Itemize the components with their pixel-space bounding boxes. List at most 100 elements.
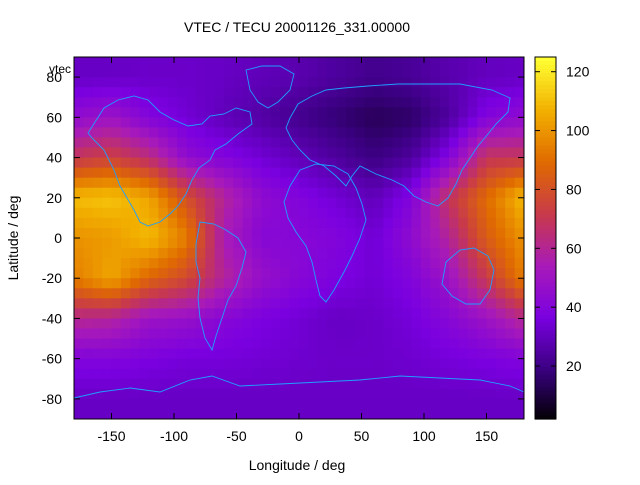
heatmap-cell [224,268,234,279]
heatmap-cell [224,117,234,128]
colorbar-step [535,358,556,364]
heatmap-cell [430,398,441,410]
heatmap-cell [505,137,516,149]
heatmap-cell [195,137,206,149]
heatmap-cell [167,328,178,340]
heatmap-cell [411,248,422,259]
heatmap-cell [149,147,159,159]
heatmap-cell [224,177,234,189]
heatmap-cell [92,408,103,419]
heatmap-cell [308,137,319,149]
colorbar-step [535,342,556,348]
heatmap-cell [149,358,159,370]
heatmap-cell [224,167,234,179]
heatmap-cell [420,258,431,269]
heatmap-cell [177,57,188,68]
heatmap-cell [420,97,431,108]
colorbar-step [535,390,556,396]
heatmap-cell [505,278,516,289]
heatmap-cell [195,308,206,320]
heatmap-cell [514,207,524,219]
heatmap-cell [505,298,516,309]
heatmap-cell [270,258,281,269]
heatmap-cell [92,207,103,219]
heatmap-cell [139,368,150,380]
heatmap-cell [374,147,384,159]
heatmap-cell [308,348,319,360]
heatmap-cell [355,368,366,380]
colorbar-step [535,282,556,287]
heatmap-cell [111,187,122,199]
heatmap-cell [486,378,497,390]
heatmap-cell [280,177,291,189]
heatmap-cell [270,398,281,410]
colorbar-tick-label: 60 [566,240,582,256]
heatmap-cell [149,278,159,289]
heatmap-cell [467,388,478,400]
heatmap-cell [139,308,150,320]
heatmap-cell [449,77,459,88]
heatmap-cell [402,268,413,279]
heatmap-cell [139,87,150,98]
heatmap-cell [270,318,281,330]
heatmap-cell [149,348,159,360]
heatmap-cell [345,368,356,380]
heatmap-cell [195,197,206,209]
heatmap-cell [120,197,131,209]
heatmap-cell [308,318,319,330]
heatmap-cell [345,207,356,219]
heatmap-cell [280,368,291,380]
heatmap-cell [402,67,413,78]
heatmap-cell [149,157,159,169]
colorbar-step [535,394,556,400]
coastline-south-america [195,221,247,352]
heatmap-cell [120,137,131,149]
heatmap-cell [402,157,413,169]
heatmap-cell [308,167,319,179]
heatmap-cell [467,147,478,159]
heatmap-cell [130,187,141,199]
heatmap-cell [299,57,309,68]
heatmap-cell [420,167,431,179]
heatmap-cell [420,358,431,370]
heatmap-cell [149,207,159,219]
coastline-australia [441,247,495,305]
heatmap-cell [83,378,94,390]
heatmap-cell [158,248,169,259]
heatmap-cell [420,328,431,340]
heatmap-cell [449,388,459,400]
heatmap-cell [514,258,524,269]
heatmap-cell [120,258,131,269]
heatmap-cell [242,288,253,299]
heatmap-cell [186,358,197,370]
heatmap-cell [383,268,394,279]
heatmap-cell [83,107,94,118]
heatmap-cell [186,388,197,400]
heatmap-cell [345,167,356,179]
heatmap-cell [149,288,159,299]
heatmap-cell [120,147,131,159]
heatmap-cell [411,127,422,139]
heatmap-cell [177,338,188,350]
x-tick-label: 100 [412,428,436,444]
heatmap-cell [139,348,150,360]
heatmap-cell [364,127,375,139]
heatmap-cell [195,388,206,400]
heatmap-cell [224,227,234,239]
heatmap-cell [233,268,244,279]
heatmap-cell [336,408,347,419]
heatmap-cell [242,117,253,128]
heatmap-cell [308,368,319,380]
heatmap-cell [280,137,291,149]
heatmap-cell [505,147,516,159]
heatmap-cell [130,408,141,419]
heatmap-cell [430,167,441,179]
heatmap-cell [345,227,356,239]
heatmap-cell [317,117,328,128]
heatmap-cell [467,408,478,419]
heatmap-cell [336,197,347,209]
heatmap-cell [186,87,197,98]
heatmap-cell [317,278,328,289]
heatmap-cell [345,398,356,410]
